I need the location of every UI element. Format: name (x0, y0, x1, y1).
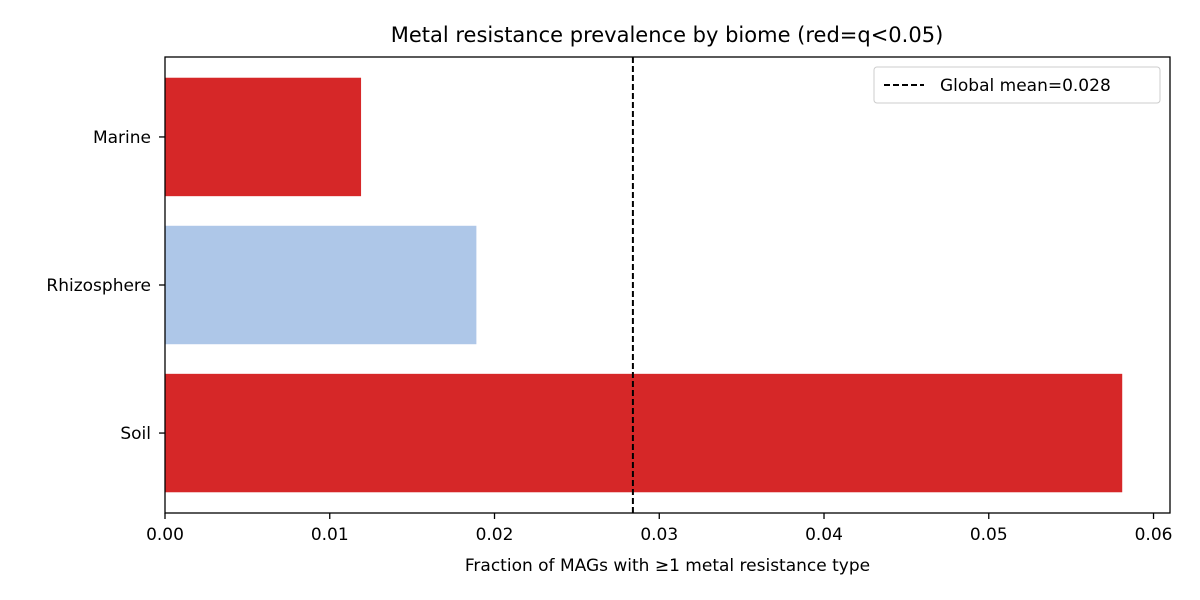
x-tick-label-2: 0.02 (476, 525, 514, 545)
x-tick-label-0: 0.00 (146, 525, 184, 545)
x-axis: 0.00 0.01 0.02 0.03 0.04 0.05 0.06 (146, 513, 1172, 545)
y-axis: Marine Rhizosphere Soil (46, 128, 165, 444)
x-tick-label-5: 0.05 (970, 525, 1008, 545)
legend-entry-global-mean: Global mean=0.028 (940, 76, 1111, 96)
x-axis-label: Fraction of MAGs with ≥1 metal resistanc… (465, 556, 870, 576)
y-tick-label-marine: Marine (93, 128, 151, 148)
x-tick-label-6: 0.06 (1135, 525, 1173, 545)
legend-box (873, 66, 1161, 104)
y-tick-label-rhizosphere: Rhizosphere (46, 276, 151, 296)
bar-marine (165, 77, 362, 197)
x-tick-label-3: 0.03 (640, 525, 678, 545)
x-tick-label-4: 0.04 (805, 525, 843, 545)
legend: Global mean=0.028 (873, 66, 1161, 104)
bars-group (165, 77, 1123, 493)
bar-soil (165, 373, 1123, 493)
bar-rhizosphere (165, 225, 477, 345)
chart-title: Metal resistance prevalence by biome (re… (391, 23, 944, 47)
y-tick-label-soil: Soil (120, 424, 151, 444)
x-tick-label-1: 0.01 (311, 525, 349, 545)
